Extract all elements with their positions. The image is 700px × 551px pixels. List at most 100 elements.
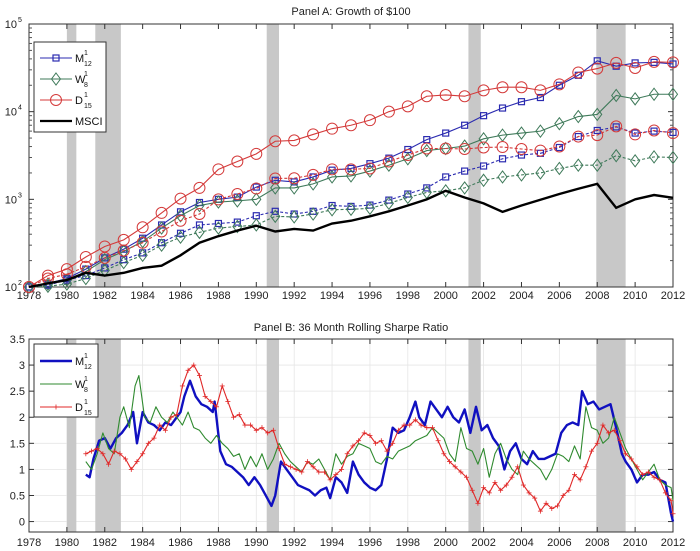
marker-diamond [516, 168, 527, 182]
marker-diamond [232, 219, 243, 234]
legend-superscript: 1 [84, 92, 88, 99]
x-tick-label: 1990 [244, 290, 268, 302]
y-tick-label: 0.5 [10, 490, 25, 502]
series-line [28, 60, 674, 288]
marker-square [271, 207, 279, 215]
marker-square [290, 178, 298, 186]
legend-subscript: 12 [84, 364, 92, 371]
marker-circle [420, 142, 433, 155]
x-tick-label: 2006 [547, 537, 571, 549]
marker-circle [269, 172, 282, 185]
series-line [85, 379, 675, 522]
marker-circle [136, 236, 149, 249]
marker-diamond [592, 107, 603, 122]
legend-entry: D 1 15 [40, 399, 92, 417]
marker-diamond [667, 150, 679, 165]
x-tick-label: 1978 [17, 290, 41, 302]
marker-circle [250, 182, 263, 195]
series-d15-dashed- [23, 120, 679, 293]
marker-circle [193, 208, 206, 221]
marker-circle [345, 163, 357, 176]
y-tick-label: 10 [5, 107, 17, 119]
series-group [23, 55, 679, 294]
marker-diamond [251, 192, 262, 207]
x-tick-label: 1988 [206, 290, 230, 302]
series-d15 [83, 362, 676, 517]
marker-diamond [535, 124, 546, 138]
marker-circle [117, 244, 130, 257]
marker-diamond [213, 195, 224, 209]
marker-square [52, 54, 60, 62]
series-line [85, 374, 674, 501]
legend-label: D [75, 402, 83, 414]
legend-label: M [75, 356, 84, 368]
marker-circle [307, 128, 320, 141]
marker-diamond [326, 202, 338, 217]
recession-shading [66, 24, 626, 287]
x-tick-label: 1982 [93, 290, 117, 302]
legend-label: MSCI [75, 116, 103, 128]
marker-diamond [478, 131, 489, 146]
x-tick-label: 1982 [93, 537, 117, 549]
marker-diamond [478, 173, 489, 188]
y-tick-label: 1.5 [10, 438, 25, 450]
y-tick-exponent: 2 [18, 280, 22, 287]
marker-diamond [345, 202, 357, 217]
x-tick-label: 2004 [509, 537, 533, 549]
marker-diamond [383, 196, 395, 211]
x-tick-label: 1992 [282, 290, 306, 302]
y-tick-exponent: 4 [18, 105, 22, 112]
marker-circle [382, 105, 395, 118]
marker-diamond [459, 181, 470, 195]
gridlines [28, 338, 674, 532]
marker-circle [610, 120, 623, 133]
x-tick-label: 1980 [55, 537, 79, 549]
marker-diamond [137, 234, 148, 249]
x-tick-label: 1990 [244, 537, 268, 549]
x-tick-label: 1998 [396, 290, 420, 302]
series-msci [28, 182, 674, 289]
marker-square [176, 229, 185, 237]
marker-circle [553, 78, 566, 91]
marker-diamond [611, 148, 622, 163]
marker-diamond [50, 72, 62, 86]
recession-band [468, 339, 481, 532]
marker-circle [496, 81, 509, 94]
marker-circle [307, 168, 320, 181]
x-tick-label: 1980 [55, 290, 79, 302]
series-w8 [85, 374, 674, 501]
x-tick-label: 1996 [358, 537, 382, 549]
legend-box [33, 343, 99, 418]
marker-square [650, 127, 658, 135]
marker-diamond [270, 181, 281, 195]
marker-diamond [383, 158, 395, 173]
marker-circle [174, 192, 187, 205]
marker-circle [250, 147, 263, 160]
legend-entry: D 1 15 [40, 92, 92, 110]
marker-circle [553, 140, 566, 153]
legend-entry: W1 8 [40, 71, 88, 89]
marker-circle [572, 66, 585, 79]
marker-diamond [175, 208, 186, 223]
x-tick-label: 2008 [585, 537, 609, 549]
marker-circle [439, 142, 452, 155]
marker-circle [288, 134, 301, 147]
marker-diamond [307, 177, 319, 191]
marker-diamond [440, 184, 451, 198]
marker-circle [401, 100, 414, 113]
marker-diamond [648, 150, 660, 164]
x-tick-label: 1992 [282, 537, 306, 549]
series-d15-solid- [23, 55, 679, 293]
marker-circle [363, 162, 376, 175]
x-tick-label: 2004 [509, 290, 533, 302]
marker-circle [212, 193, 225, 206]
series-w8-dashed- [23, 148, 679, 294]
y-tick-label: 10 [5, 282, 17, 294]
legend-subscript: 8 [84, 82, 88, 89]
marker-square [498, 104, 507, 112]
marker-diamond [307, 207, 319, 221]
series-m12-solid- [25, 57, 677, 291]
legend-entry: MSCI [40, 116, 103, 128]
